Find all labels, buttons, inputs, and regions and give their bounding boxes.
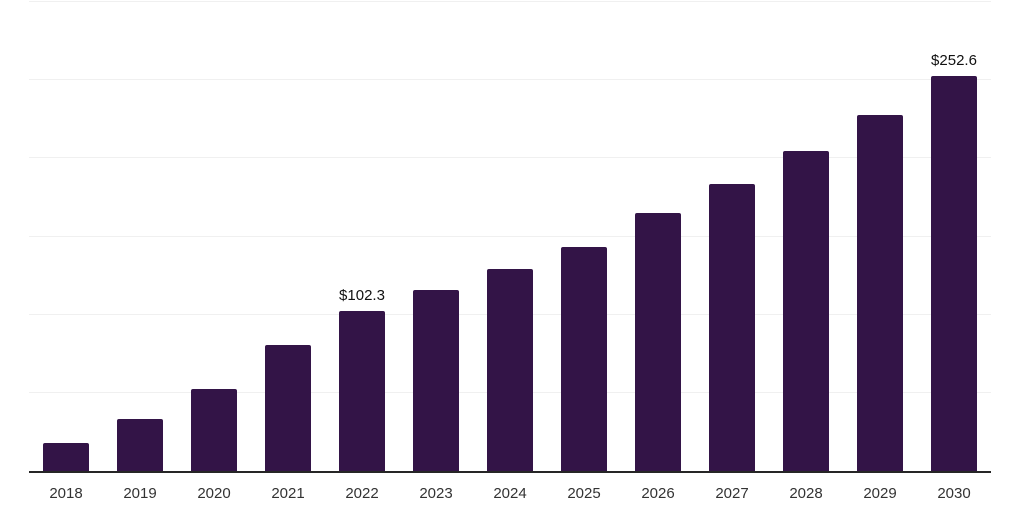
bar-2021 bbox=[265, 344, 311, 471]
bar-2018 bbox=[43, 443, 89, 471]
bar-value-label: $252.6 bbox=[931, 52, 977, 70]
bar-2028 bbox=[783, 151, 829, 471]
x-tick-label: 2021 bbox=[271, 485, 305, 502]
bar-2023 bbox=[413, 289, 459, 471]
x-tick-label: 2030 bbox=[937, 485, 971, 502]
bar-2020 bbox=[191, 388, 237, 471]
bar-column-2023 bbox=[399, 2, 473, 471]
x-tick-label: 2025 bbox=[567, 485, 601, 502]
bar-2026 bbox=[635, 213, 681, 471]
x-tick-label: 2026 bbox=[641, 485, 675, 502]
bar-column-2020 bbox=[177, 2, 251, 471]
bar-2030 bbox=[931, 76, 977, 471]
bar-column-2022: $102.3 bbox=[325, 2, 399, 471]
x-axis-labels: 2018 2019 2020 2021 2022 2023 2024 2025 2026 2027… bbox=[29, 485, 991, 502]
x-tick-label: 2019 bbox=[123, 485, 157, 502]
x-tick-label: 2029 bbox=[863, 485, 897, 502]
bar-column-2019 bbox=[103, 2, 177, 471]
bar-2025 bbox=[561, 246, 607, 471]
plot-area: $102.3 $252.6 bbox=[29, 1, 991, 473]
bar-column-2025 bbox=[547, 2, 621, 471]
x-tick-label: 2020 bbox=[197, 485, 231, 502]
bar-column-2024 bbox=[473, 2, 547, 471]
x-tick-label: 2027 bbox=[715, 485, 749, 502]
x-tick-label: 2023 bbox=[419, 485, 453, 502]
bar-column-2029 bbox=[843, 2, 917, 471]
bar-value-label: $102.3 bbox=[339, 287, 385, 305]
bar-2024 bbox=[487, 268, 533, 471]
bar-column-2021 bbox=[251, 2, 325, 471]
bar-2022 bbox=[339, 311, 385, 471]
x-tick-label: 2024 bbox=[493, 485, 527, 502]
bar-column-2018 bbox=[29, 2, 103, 471]
bar-column-2028 bbox=[769, 2, 843, 471]
bar-2027 bbox=[709, 183, 755, 471]
bar-2029 bbox=[857, 114, 903, 471]
bar-column-2027 bbox=[695, 2, 769, 471]
bar-column-2030: $252.6 bbox=[917, 2, 991, 471]
x-tick-label: 2022 bbox=[345, 485, 379, 502]
x-tick-label: 2028 bbox=[789, 485, 823, 502]
bar-column-2026 bbox=[621, 2, 695, 471]
bar-2019 bbox=[117, 418, 163, 471]
x-tick-label: 2018 bbox=[49, 485, 83, 502]
